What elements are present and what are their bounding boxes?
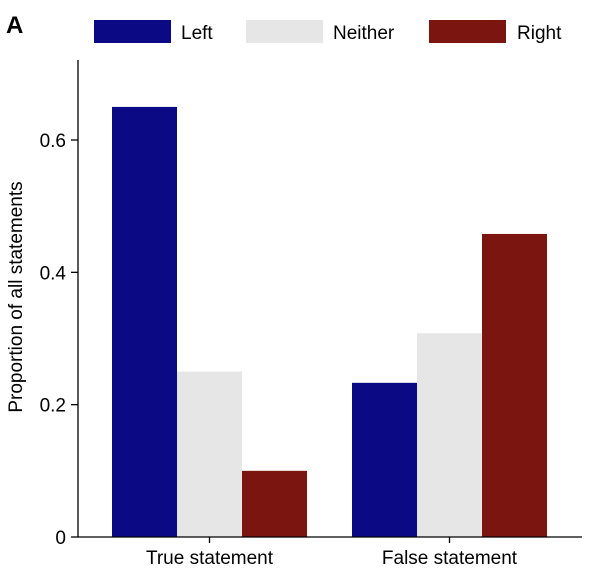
y-tick-label-0: 0 [55, 528, 66, 549]
legend-swatch-neither [246, 20, 323, 43]
y-tick-label-0-6: 0.6 [40, 131, 66, 152]
x-axis: True statement False statement [78, 536, 582, 569]
bar-false-statement-right [482, 233, 547, 537]
bar-true-statement-neither [177, 371, 242, 537]
bar-false-statement-neither [417, 333, 482, 537]
bar-true-statement-left [112, 106, 177, 538]
legend-swatch-right [429, 20, 506, 43]
bar-true-statement-right [242, 470, 307, 537]
y-tick-label-0-4: 0.4 [40, 263, 67, 284]
bar-false-statement-left [352, 382, 417, 537]
legend-swatch-left [94, 20, 171, 43]
bars [112, 106, 547, 538]
legend-label-right: Right [517, 23, 562, 44]
x-tick-label-false-statement: False statement [382, 548, 518, 569]
legend-label-left: Left [181, 23, 213, 44]
y-tick-label-0-2: 0.2 [40, 396, 66, 417]
y-axis-title: Proportion of all statements [6, 181, 27, 412]
y-axis: 0 0.2 0.4 0.6 [40, 60, 79, 549]
panel-label: A [6, 12, 23, 39]
x-tick-label-true-statement: True statement [146, 548, 274, 569]
legend: Left Neither Right [94, 20, 562, 44]
legend-label-neither: Neither [333, 23, 395, 44]
